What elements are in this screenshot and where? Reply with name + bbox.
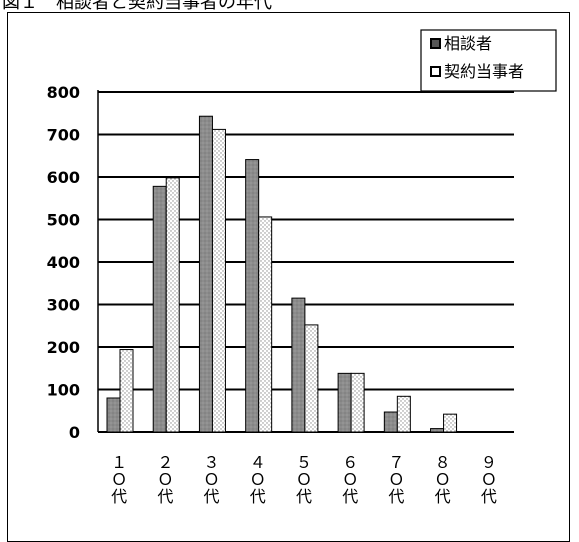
bar-soudansha-2	[198, 115, 213, 433]
y-tick-label: 800	[47, 83, 80, 102]
y-tick-label: 100	[47, 381, 80, 400]
y-tick-label: 500	[47, 211, 80, 230]
y-tick-label: 300	[47, 296, 80, 315]
y-tick-label: 400	[47, 253, 80, 272]
x-tick-label: ８Ｏ代	[435, 453, 451, 506]
legend-swatch-0	[430, 38, 441, 49]
legend-swatch-1	[430, 66, 441, 77]
page-title: 図１ 相談者と契約当事者の年代	[2, 0, 272, 13]
bar-soudansha-6	[383, 411, 398, 433]
legend-label-0: 相談者	[444, 34, 492, 53]
x-tick-label: ９Ｏ代	[481, 453, 497, 506]
legend-box	[420, 29, 557, 92]
bar-soudansha-3	[245, 159, 260, 433]
bar-soudansha-4	[291, 297, 306, 433]
bar-keiyaku-2	[211, 128, 226, 433]
bar-keiyaku-0	[119, 349, 134, 433]
bar-keiyaku-6	[396, 395, 411, 433]
bar-keiyaku-7	[443, 413, 458, 433]
x-tick-label: ２Ｏ代	[157, 453, 173, 506]
bar-keiyaku-3	[258, 216, 273, 433]
y-tick-label: 700	[47, 126, 80, 145]
y-tick-label: 0	[69, 423, 80, 442]
x-tick-label: ３Ｏ代	[204, 453, 220, 506]
bar-keiyaku-5	[350, 372, 365, 433]
x-tick-label: １Ｏ代	[111, 453, 127, 506]
x-tick-label: ４Ｏ代	[250, 453, 266, 506]
bar-soudansha-0	[106, 397, 121, 433]
bar-keiyaku-4	[304, 324, 319, 433]
bar-soudansha-1	[152, 185, 167, 433]
y-tick-label: 600	[47, 168, 80, 187]
bar-chart: 0 100 200 300 400 500 600 700 800 １Ｏ代 ２Ｏ代 ３Ｏ代 ４Ｏ代 ５Ｏ代…	[47, 29, 557, 506]
x-tick-label: ６Ｏ代	[342, 453, 358, 506]
bar-soudansha-7	[430, 428, 445, 433]
x-tick-label: ５Ｏ代	[296, 453, 312, 506]
bar-keiyaku-1	[165, 177, 180, 433]
y-tick-label: 200	[47, 338, 80, 357]
bar-soudansha-5	[337, 372, 352, 433]
legend-label-1: 契約当事者	[444, 62, 524, 81]
x-tick-label: ７Ｏ代	[388, 453, 404, 506]
